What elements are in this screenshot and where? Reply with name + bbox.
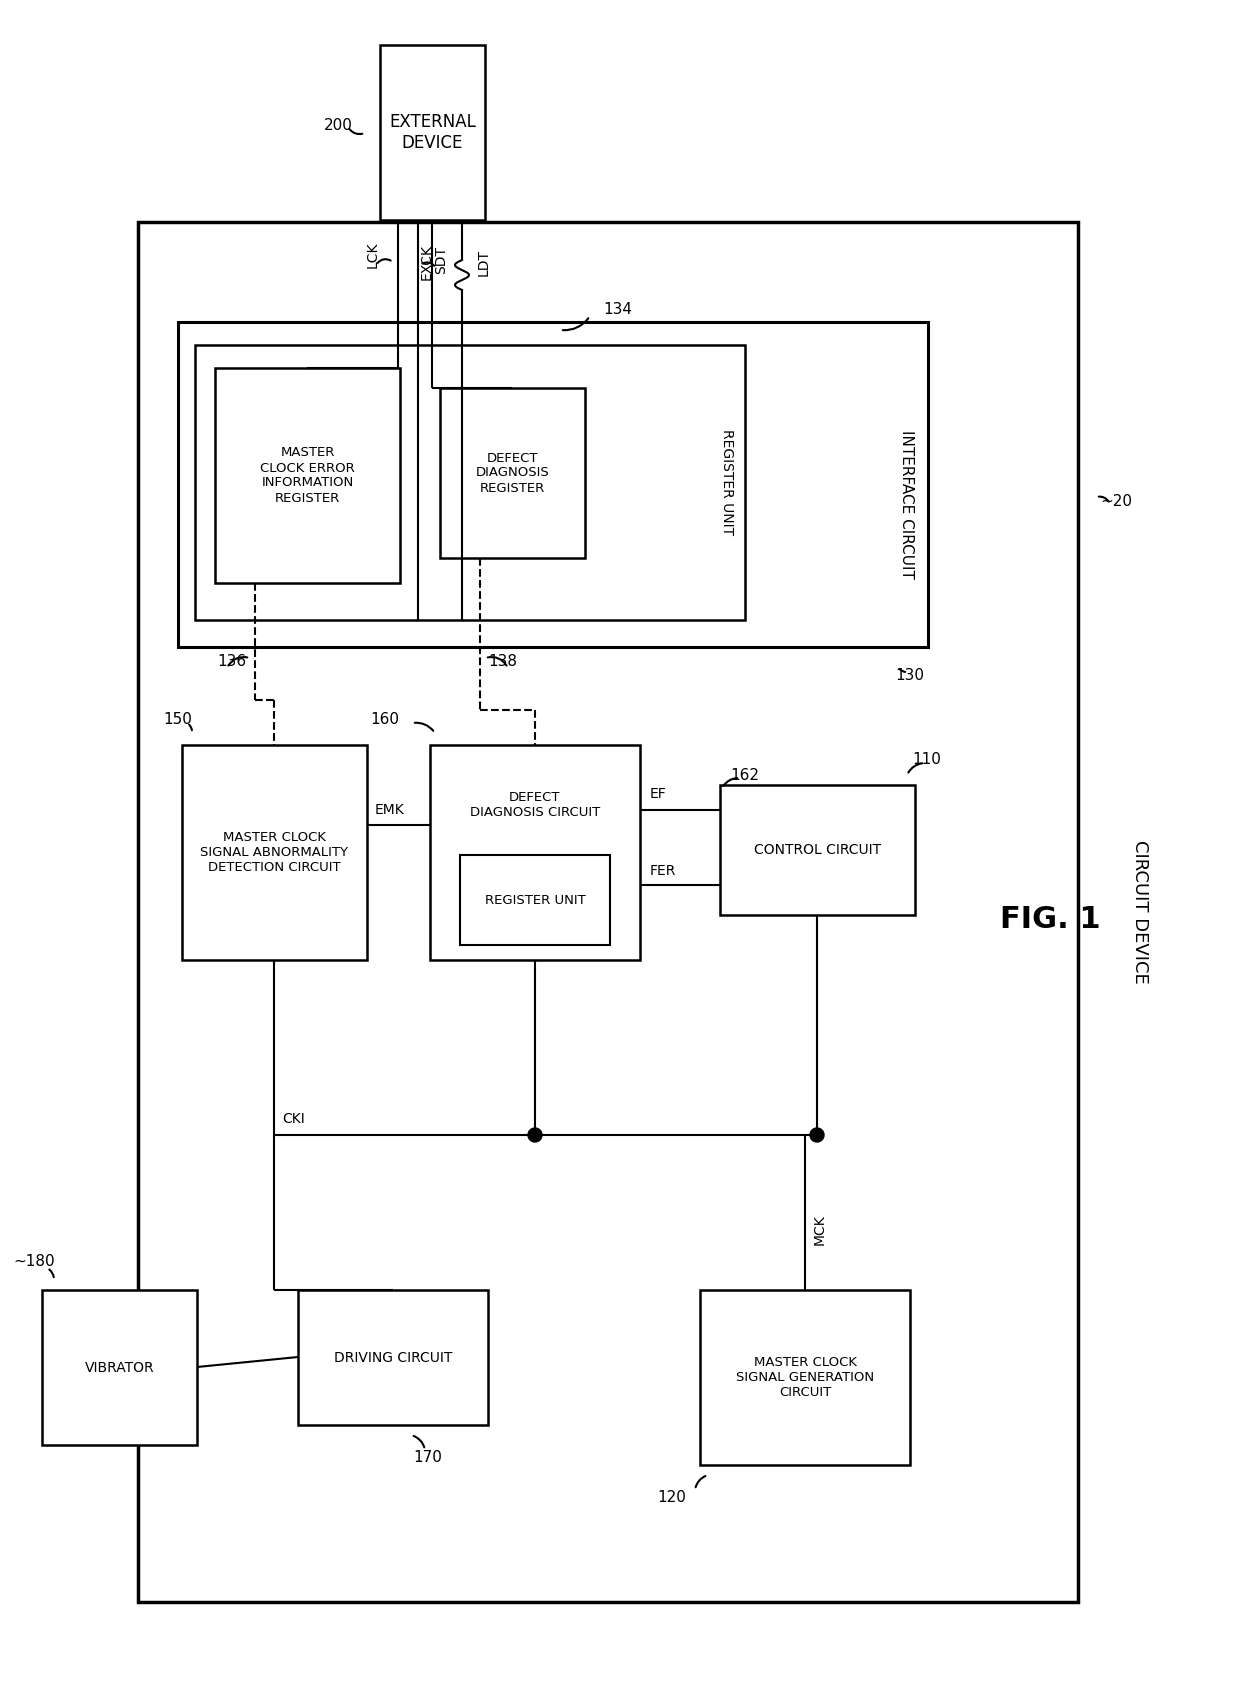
Text: MCK: MCK [813,1215,827,1246]
Bar [195,346,745,620]
Text: CKI: CKI [281,1111,305,1127]
Text: MASTER CLOCK
SIGNAL ABNORMALITY
DETECTION CIRCUIT: MASTER CLOCK SIGNAL ABNORMALITY DETECTIO… [201,831,348,875]
FancyArrowPatch shape [696,1476,706,1488]
Text: 130: 130 [895,667,925,683]
FancyArrowPatch shape [350,129,362,134]
Circle shape [810,1128,825,1142]
Text: FER: FER [650,865,676,878]
Text: 134: 134 [604,303,632,318]
Text: FIG. 1: FIG. 1 [999,905,1100,934]
Text: EXTERNAL
DEVICE: EXTERNAL DEVICE [389,112,476,151]
Text: MASTER
CLOCK ERROR
INFORMATION
REGISTER: MASTER CLOCK ERROR INFORMATION REGISTER [260,446,355,504]
Bar [379,44,485,220]
Text: ~20: ~20 [1100,495,1132,509]
Text: DEFECT
DIAGNOSIS
REGISTER: DEFECT DIAGNOSIS REGISTER [476,451,549,495]
Bar [215,368,401,584]
Bar [460,854,610,945]
FancyArrowPatch shape [50,1270,53,1276]
Text: 200: 200 [324,117,352,133]
FancyArrowPatch shape [414,723,433,730]
Text: DEFECT
DIAGNOSIS CIRCUIT: DEFECT DIAGNOSIS CIRCUIT [470,791,600,819]
Text: LDT: LDT [477,248,491,276]
Text: DRIVING CIRCUIT: DRIVING CIRCUIT [334,1350,453,1365]
FancyArrowPatch shape [423,262,434,266]
Text: 120: 120 [657,1489,687,1505]
Bar [182,745,367,960]
Bar [440,388,585,558]
Text: 136: 136 [217,655,246,669]
Bar [720,785,915,916]
FancyArrowPatch shape [378,259,391,262]
Bar [42,1290,197,1445]
Bar [179,322,928,647]
Bar [138,221,1078,1602]
FancyArrowPatch shape [228,657,247,665]
Text: CIRCUIT DEVICE: CIRCUIT DEVICE [1131,841,1149,984]
Text: 170: 170 [414,1450,443,1464]
Bar [430,745,640,960]
FancyArrowPatch shape [190,725,192,730]
FancyArrowPatch shape [1099,497,1109,502]
FancyArrowPatch shape [909,762,923,773]
FancyArrowPatch shape [723,778,738,786]
Circle shape [528,1128,542,1142]
Text: SDT: SDT [434,247,448,274]
FancyArrowPatch shape [900,669,905,672]
Text: 138: 138 [489,655,517,669]
Text: REGISTER UNIT: REGISTER UNIT [485,894,585,907]
Text: 160: 160 [371,713,399,727]
Text: INTERFACE CIRCUIT: INTERFACE CIRCUIT [899,431,914,579]
Text: ~180: ~180 [14,1254,55,1270]
Text: 162: 162 [730,768,759,783]
Text: REGISTER UNIT: REGISTER UNIT [720,429,734,536]
FancyArrowPatch shape [487,657,507,665]
FancyArrowPatch shape [563,318,588,330]
Text: 150: 150 [164,713,192,727]
Text: MASTER CLOCK
SIGNAL GENERATION
CIRCUIT: MASTER CLOCK SIGNAL GENERATION CIRCUIT [735,1356,874,1399]
Text: EF: EF [650,786,667,802]
Text: CONTROL CIRCUIT: CONTROL CIRCUIT [754,842,882,858]
Text: EXCK: EXCK [420,243,434,281]
Text: VIBRATOR: VIBRATOR [84,1360,154,1375]
FancyArrowPatch shape [414,1436,424,1447]
Text: EMK: EMK [374,803,404,817]
Bar [701,1290,910,1465]
Text: LCK: LCK [366,242,379,269]
Bar [298,1290,489,1425]
Text: 110: 110 [913,752,941,768]
